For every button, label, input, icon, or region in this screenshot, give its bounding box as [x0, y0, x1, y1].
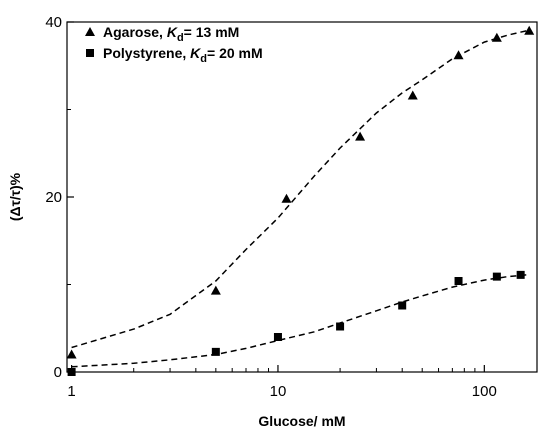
fit-curve [71, 30, 527, 349]
x-tick-label: 1 [67, 383, 75, 400]
legend-label: Agarose, Kd= 13 mM [103, 24, 239, 44]
square-marker [492, 272, 501, 281]
triangle-marker [85, 27, 95, 36]
fit-curves [71, 30, 527, 368]
square-marker [398, 301, 407, 310]
square-marker [211, 347, 220, 356]
axes: 1 10 100 0 20 40 [45, 14, 538, 400]
x-axis-title: Glucose/ mM [258, 413, 345, 429]
square-marker [516, 270, 525, 279]
data-points [66, 25, 535, 376]
x-tick-label: 10 [270, 383, 287, 400]
y-tick-label: 20 [45, 189, 62, 206]
triangle-marker [281, 193, 292, 203]
y-tick-label: 0 [54, 364, 62, 381]
triangle-marker [66, 349, 77, 359]
fit-curve [71, 274, 527, 368]
triangle-marker [210, 285, 221, 295]
triangle-marker [491, 32, 502, 42]
square-marker [273, 333, 282, 341]
legend-label: Polystyrene, Kd= 20 mM [103, 45, 263, 65]
triangle-marker [407, 90, 418, 100]
square-marker [336, 322, 345, 331]
square-marker [86, 49, 94, 57]
triangle-marker [355, 131, 366, 141]
y-axis-title: (Δτ/τ)% [7, 172, 23, 221]
triangle-marker [453, 50, 464, 60]
square-marker [67, 368, 76, 376]
triangle-marker [524, 25, 535, 35]
plot-frame [66, 21, 538, 373]
square-marker [454, 277, 463, 285]
x-tick-label: 100 [472, 383, 497, 400]
y-tick-label: 40 [45, 14, 62, 31]
